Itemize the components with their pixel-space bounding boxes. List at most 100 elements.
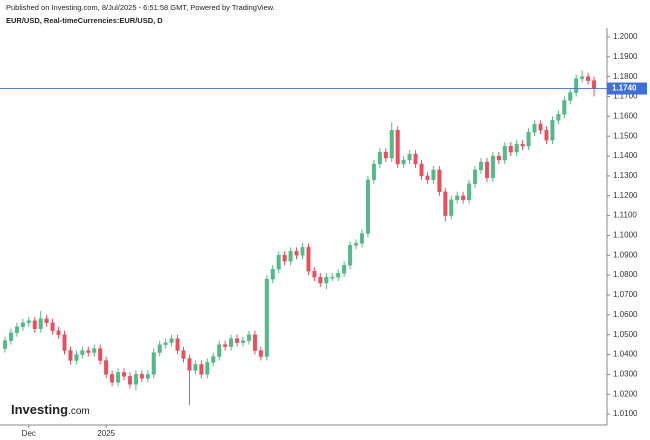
candle-body bbox=[467, 183, 472, 200]
candle-body bbox=[538, 124, 543, 131]
candle-body bbox=[139, 374, 144, 379]
candle-body bbox=[98, 348, 103, 361]
candle-body bbox=[473, 169, 478, 185]
candle-body bbox=[145, 374, 150, 379]
y-tick-label: 1.1800 bbox=[613, 72, 638, 81]
candle-body bbox=[270, 268, 275, 280]
candle-body bbox=[514, 143, 519, 153]
candle-body bbox=[68, 350, 73, 361]
candle-body bbox=[496, 155, 501, 161]
y-tick-label: 1.1600 bbox=[613, 111, 638, 120]
candle-body bbox=[324, 276, 329, 284]
y-tick-label: 1.0200 bbox=[613, 389, 638, 398]
candle-body bbox=[365, 179, 370, 234]
y-tick-label: 1.0500 bbox=[613, 330, 638, 339]
candle-body bbox=[455, 195, 460, 200]
published-note: Published on Investing.com, 8/Jul/2025 -… bbox=[6, 3, 275, 12]
candle-body bbox=[14, 326, 19, 333]
y-tick-label: 1.0700 bbox=[613, 290, 638, 299]
candle-body bbox=[443, 191, 448, 216]
candle-body bbox=[354, 243, 359, 246]
candle-body bbox=[348, 245, 353, 266]
candle-body bbox=[258, 350, 263, 357]
y-tick-label: 1.0300 bbox=[613, 369, 638, 378]
candle-body bbox=[330, 276, 335, 279]
candle-body bbox=[240, 340, 245, 343]
candle-body bbox=[8, 332, 13, 341]
candle-body bbox=[264, 278, 269, 357]
candle-body bbox=[74, 354, 79, 361]
candle-body bbox=[377, 151, 382, 165]
candle-body bbox=[223, 344, 228, 347]
candle-body bbox=[437, 169, 442, 192]
candle-body bbox=[407, 153, 412, 161]
candle-body bbox=[300, 247, 305, 256]
candle-body bbox=[580, 76, 585, 79]
price-label-box bbox=[607, 82, 647, 95]
symbol-label: EUR/USD, Real-timeCurrencies:EUR/USD, D bbox=[6, 16, 163, 25]
candle-body bbox=[229, 338, 234, 347]
candle-body bbox=[246, 334, 251, 341]
candle-body bbox=[199, 364, 204, 375]
y-tick-label: 1.1400 bbox=[613, 151, 638, 160]
candle-body bbox=[169, 338, 174, 343]
candle-body bbox=[389, 130, 394, 159]
candle-body bbox=[217, 344, 222, 357]
candle-body bbox=[56, 330, 61, 335]
candle-body bbox=[586, 76, 591, 81]
candle-body bbox=[419, 163, 424, 177]
candle-body bbox=[383, 151, 388, 159]
y-tick-label: 1.0900 bbox=[613, 250, 638, 259]
candle-body bbox=[562, 100, 567, 115]
candle-body bbox=[502, 145, 507, 161]
candle-body bbox=[431, 169, 436, 181]
candle-body bbox=[556, 114, 561, 121]
candle-body bbox=[193, 364, 198, 371]
y-tick-label: 1.0100 bbox=[613, 409, 638, 418]
candle-body bbox=[163, 342, 168, 345]
candle-body bbox=[151, 352, 156, 375]
y-tick-label: 1.0600 bbox=[613, 310, 638, 319]
candle-body bbox=[413, 153, 418, 165]
y-tick-label: 1.2000 bbox=[613, 32, 638, 41]
candle-body bbox=[282, 255, 287, 262]
candle-body bbox=[110, 374, 115, 383]
candle-body bbox=[181, 350, 186, 359]
candle-body bbox=[401, 159, 406, 165]
candle-body bbox=[318, 276, 323, 284]
candle-body bbox=[32, 320, 37, 329]
candle-body bbox=[157, 344, 162, 353]
candle-body bbox=[3, 340, 7, 349]
candle-body bbox=[526, 132, 531, 147]
candle-body bbox=[371, 163, 376, 181]
candle-body bbox=[342, 265, 347, 274]
candle-body bbox=[449, 199, 454, 216]
candle-body bbox=[312, 270, 317, 278]
candle-body bbox=[20, 322, 25, 327]
candle-body bbox=[395, 130, 400, 165]
candle-body bbox=[187, 358, 192, 371]
y-tick-label: 1.1700 bbox=[613, 92, 638, 101]
candle-body bbox=[276, 255, 281, 270]
logo-suffix: .com bbox=[68, 406, 90, 417]
candle-body bbox=[568, 92, 573, 101]
candle-body bbox=[490, 155, 495, 179]
candle-body bbox=[294, 251, 299, 256]
candle-body bbox=[592, 80, 597, 89]
y-tick-label: 1.1200 bbox=[613, 191, 638, 200]
candle-body bbox=[252, 334, 257, 351]
y-tick-label: 1.0400 bbox=[613, 350, 638, 359]
candle-body bbox=[360, 233, 365, 244]
y-tick-label: 1.1300 bbox=[613, 171, 638, 180]
candle-body bbox=[425, 175, 430, 181]
x-tick-label: Dec bbox=[22, 429, 36, 438]
candle-body bbox=[508, 145, 513, 153]
candle-body bbox=[104, 360, 109, 375]
candle-body bbox=[235, 338, 240, 343]
candle-body bbox=[479, 161, 484, 171]
candle-body bbox=[38, 318, 43, 329]
logo: Investing.com bbox=[11, 402, 90, 417]
candle-body bbox=[92, 348, 97, 353]
